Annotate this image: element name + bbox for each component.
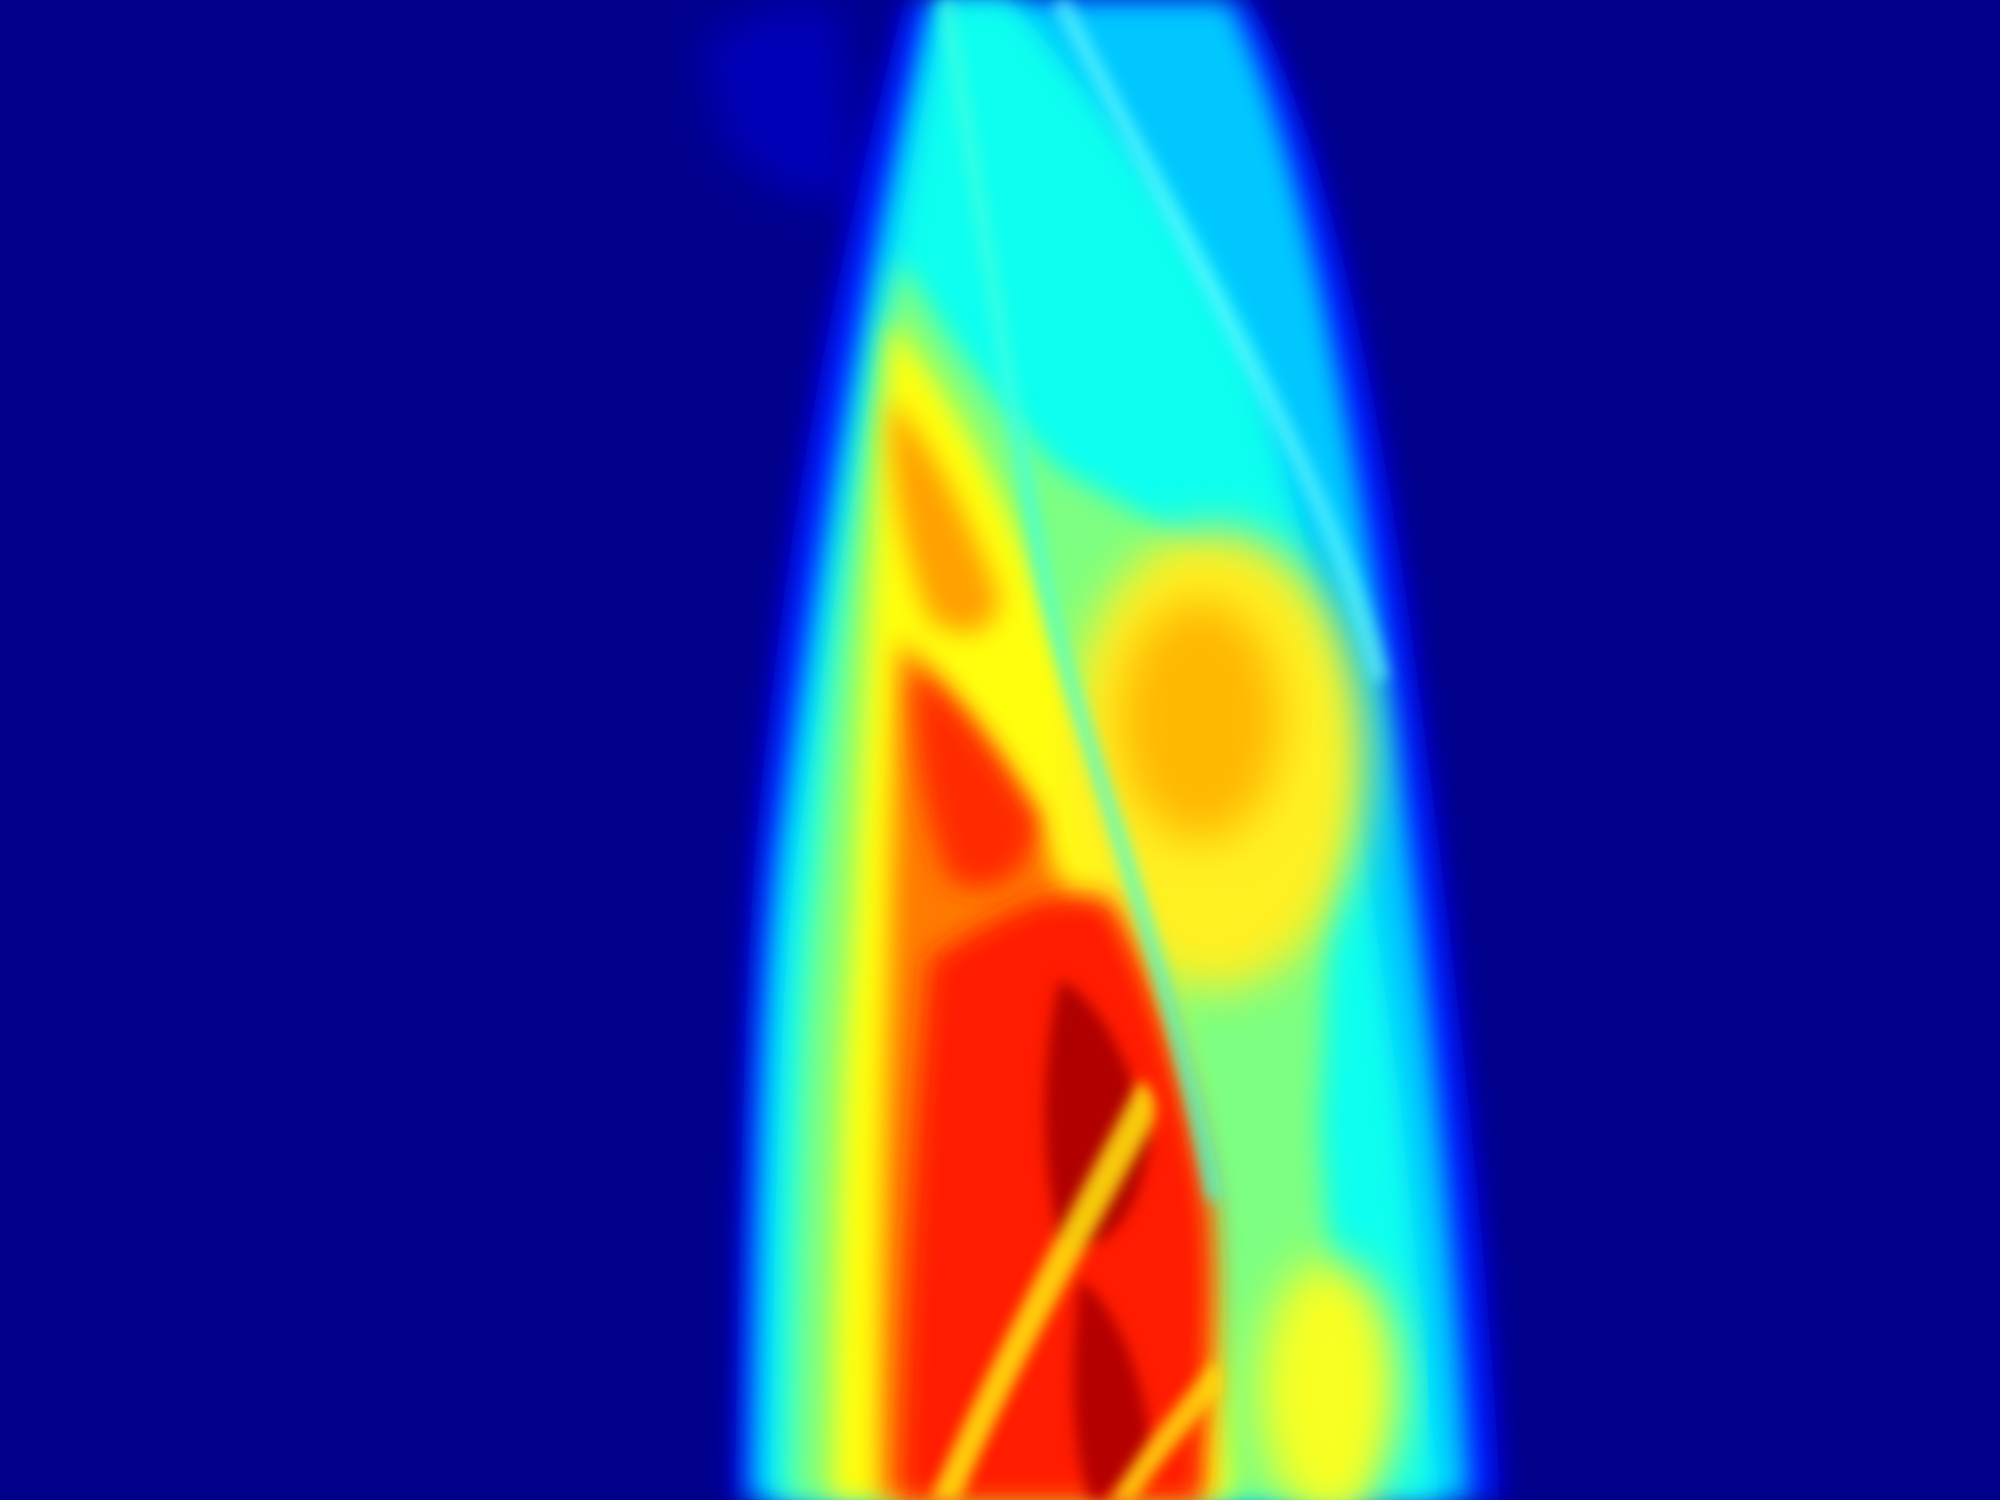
- plume-orange-right-core: [1120, 600, 1280, 840]
- plume-red-upper-blob: [915, 670, 1040, 888]
- plume-upper-streak: [1051, 0, 1389, 683]
- plume-yellow-lower-right: [1260, 1260, 1400, 1500]
- haze-region: [700, 0, 860, 203]
- plume-cyan-seam: [937, 0, 1223, 1202]
- plume-darkred-lower: [1073, 1280, 1150, 1500]
- plume-darkred-streak: [1045, 980, 1150, 1246]
- plume-orange-upper-streak: [890, 400, 1000, 634]
- plume-yellow-diagonal-1: [930, 1080, 1156, 1500]
- plume-yellow-diagonal-2: [1110, 1360, 1223, 1500]
